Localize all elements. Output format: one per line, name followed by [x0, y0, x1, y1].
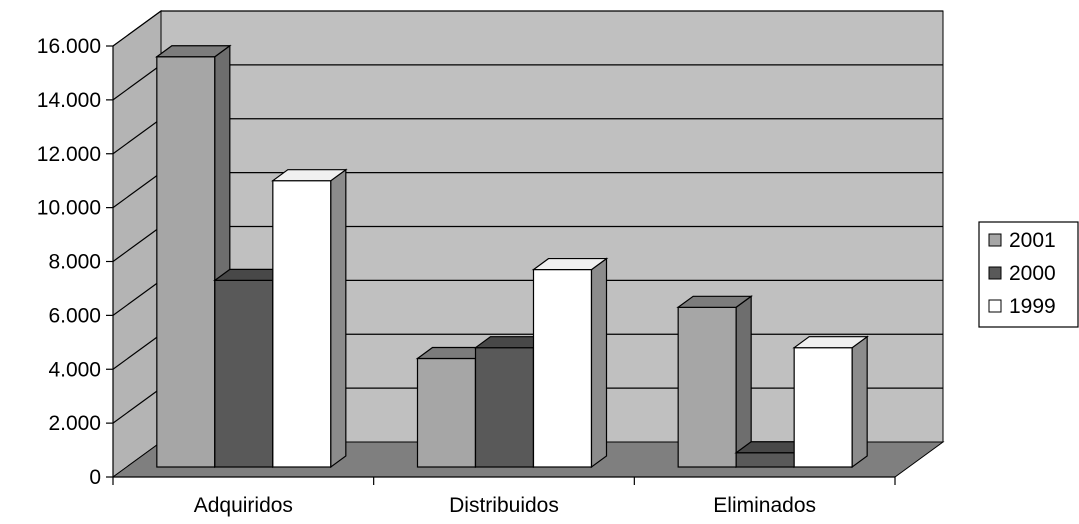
bar-front	[416, 357, 477, 468]
bar	[531, 257, 609, 469]
y-tick-label: 12.000	[37, 143, 101, 166]
category-labels: Adquiridos Distribuidos Eliminados	[194, 494, 816, 517]
category-label: Adquiridos	[194, 494, 293, 517]
bar-front	[474, 347, 535, 468]
category-label: Distribuidos	[449, 494, 559, 517]
legend-label: 2000	[1009, 262, 1056, 285]
legend-label: 1999	[1009, 295, 1056, 318]
bar-front	[677, 306, 737, 468]
bar-front	[532, 268, 593, 468]
bar-top	[531, 257, 609, 271]
bar-front	[793, 347, 853, 468]
y-tick-label: 2.000	[48, 412, 101, 435]
y-tick-labels: 0 2.000 4.000 6.000 8.000 10.000 12.000 14.000 1…	[37, 35, 101, 489]
y-tick-label: 10.000	[37, 197, 101, 220]
bar-side	[851, 335, 868, 469]
bar-top	[676, 295, 753, 308]
bar-front	[156, 56, 216, 468]
legend-label: 2001	[1009, 229, 1056, 252]
y-tick-label: 16.000	[37, 35, 101, 58]
bar-top	[271, 169, 348, 182]
legend-swatch	[988, 299, 1002, 313]
legend-swatch	[988, 266, 1002, 280]
legend-swatch	[988, 233, 1002, 247]
bars	[155, 44, 869, 469]
bar	[271, 168, 348, 469]
bar-front	[735, 452, 795, 468]
y-tick-label: 14.000	[37, 89, 101, 112]
legend: 2001 2000 1999	[978, 221, 1079, 328]
y-tick-label: 4.000	[48, 358, 101, 381]
axes	[106, 45, 896, 485]
bar-front	[214, 279, 274, 468]
bar-top	[155, 45, 232, 58]
bar-top	[792, 336, 869, 349]
bar	[676, 295, 753, 469]
gridline	[112, 10, 943, 47]
bar-front	[272, 180, 332, 468]
y-tick-label: 6.000	[48, 304, 101, 327]
y-tick-label: 8.000	[48, 251, 101, 274]
y-tick-label: 0	[89, 466, 101, 489]
bar-side	[735, 295, 752, 469]
bar	[792, 335, 869, 469]
category-label: Eliminados	[713, 494, 816, 517]
bar-side	[330, 168, 347, 469]
bar-side	[590, 257, 608, 469]
